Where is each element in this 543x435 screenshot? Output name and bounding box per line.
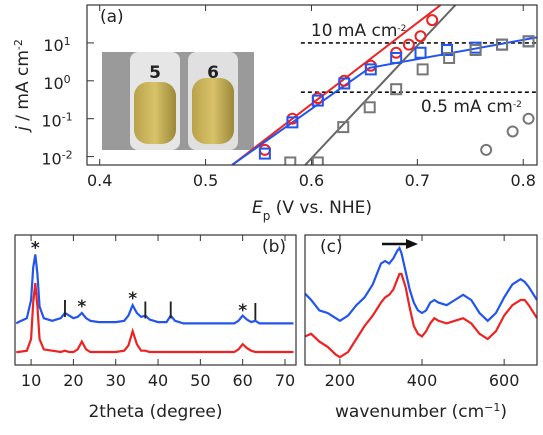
- reference-label: 0.5 mA cm-2: [421, 97, 522, 117]
- data-point: [426, 14, 439, 27]
- x-axis-label: Ep (V vs. NHE): [252, 198, 372, 223]
- inset-photo: [102, 52, 254, 150]
- x-axis-label-part: wavenumber (cm: [335, 402, 484, 422]
- peak-annotation: *: [31, 238, 40, 258]
- y-tick-label: 100: [43, 72, 70, 93]
- peak-annotation: *: [77, 297, 86, 317]
- x-axis-label: wavenumber (cm−1): [335, 401, 507, 423]
- fit-line: [304, 5, 457, 165]
- y-tick-label: 10-1: [41, 110, 72, 131]
- data-point: [337, 121, 350, 134]
- x-tick-label: 0.4: [87, 171, 112, 190]
- data-point: [522, 35, 535, 48]
- data-point: [338, 77, 351, 90]
- x-axis-label-part: −1: [484, 401, 500, 414]
- peak-annotation: *: [238, 301, 247, 321]
- data-point: [469, 43, 482, 56]
- peak-annotation: |: [252, 301, 258, 321]
- peak-annotation: |: [168, 300, 174, 320]
- data-point: [311, 94, 324, 107]
- y-axis-label-part: / mA cm: [13, 50, 33, 126]
- x-tick-label: 0.6: [299, 171, 324, 190]
- data-point: [284, 156, 297, 165]
- data-point: [441, 43, 453, 56]
- panel-label: (c): [320, 237, 343, 257]
- x-tick-label: 30: [106, 371, 126, 390]
- y-tick-label-exponent: 0: [64, 72, 71, 85]
- reference-label-exponent: -2: [397, 24, 406, 34]
- x-axis-label-part: E: [252, 198, 263, 218]
- spectrum-line: [305, 245, 537, 323]
- peak-annotation: |: [142, 300, 148, 320]
- x-tick-label: 50: [190, 371, 210, 390]
- data-point: [390, 83, 403, 96]
- x-axis-label-part: ): [500, 402, 507, 422]
- x-tick-label: 0.8: [511, 171, 536, 190]
- panel-label: (a): [100, 7, 124, 27]
- data-point: [506, 125, 519, 138]
- data-point: [416, 63, 429, 76]
- x-tick-label: 70: [275, 371, 295, 390]
- y-tick-label-exponent: -1: [62, 110, 73, 123]
- data-point: [286, 116, 299, 129]
- reference-label: 10 mA cm-2: [311, 21, 407, 41]
- x-tick-label: 0.5: [193, 171, 218, 190]
- x-axis-label: 2theta (degree): [88, 402, 222, 422]
- x-tick-label: 0.7: [405, 171, 430, 190]
- data-point: [258, 147, 271, 160]
- inset-label: 6: [207, 63, 219, 83]
- x-tick-label: 60: [232, 371, 252, 390]
- y-tick-label-base: 10: [41, 112, 61, 131]
- reference-label-exponent: -2: [513, 100, 522, 110]
- data-point: [258, 143, 271, 156]
- y-tick-label-exponent: 1: [64, 34, 71, 47]
- x-tick-label: 600: [489, 371, 520, 390]
- data-point: [414, 30, 427, 43]
- x-axis-label-part: (V vs. NHE): [270, 198, 372, 218]
- x-tick-label: 400: [407, 371, 438, 390]
- plot-frame: [14, 234, 297, 366]
- data-point: [443, 51, 456, 64]
- data-point: [390, 51, 403, 64]
- x-tick-label: 20: [63, 371, 83, 390]
- data-point: [414, 46, 427, 59]
- panel-label: (b): [262, 237, 286, 257]
- x-axis-label-part: p: [263, 209, 271, 223]
- data-point: [364, 59, 377, 72]
- arrows: [382, 239, 418, 249]
- plot-frame: [86, 4, 538, 166]
- y-tick-label: 10-2: [41, 148, 72, 169]
- y-axis-label: j / mA cm-2: [12, 39, 34, 133]
- reference-label-text: 10 mA cm: [311, 21, 398, 41]
- y-tick-label: 101: [43, 34, 70, 55]
- y-axis-label-part: j: [13, 126, 33, 133]
- x-axis-label-part: 2theta (degree): [88, 402, 222, 422]
- data-point: [311, 156, 324, 165]
- plot-frame: [304, 234, 538, 366]
- data-point: [496, 38, 509, 51]
- spectrum-line: [15, 254, 294, 325]
- data-point: [402, 38, 415, 51]
- x-tick-label: 40: [148, 371, 168, 390]
- y-tick-label-base: 10: [43, 36, 63, 55]
- x-tick-label: 10: [21, 371, 41, 390]
- data-point: [480, 143, 493, 156]
- fit-line: [231, 5, 442, 165]
- reference-label-text: 0.5 mA cm: [421, 97, 513, 117]
- peak-annotation: *: [128, 289, 137, 309]
- inset-label: 5: [149, 63, 161, 83]
- data-point: [363, 101, 376, 114]
- data-point: [364, 63, 377, 76]
- x-tick-label: 200: [325, 371, 356, 390]
- y-tick-label-base: 10: [43, 74, 63, 93]
- spectrum-line: [305, 272, 537, 359]
- spectrum-line: [16, 282, 294, 354]
- y-tick-label-exponent: -2: [62, 148, 73, 161]
- y-tick-label-base: 10: [41, 150, 61, 169]
- data-point: [522, 112, 535, 125]
- peak-annotation: |: [62, 298, 68, 318]
- y-axis-label-part: -2: [12, 39, 25, 50]
